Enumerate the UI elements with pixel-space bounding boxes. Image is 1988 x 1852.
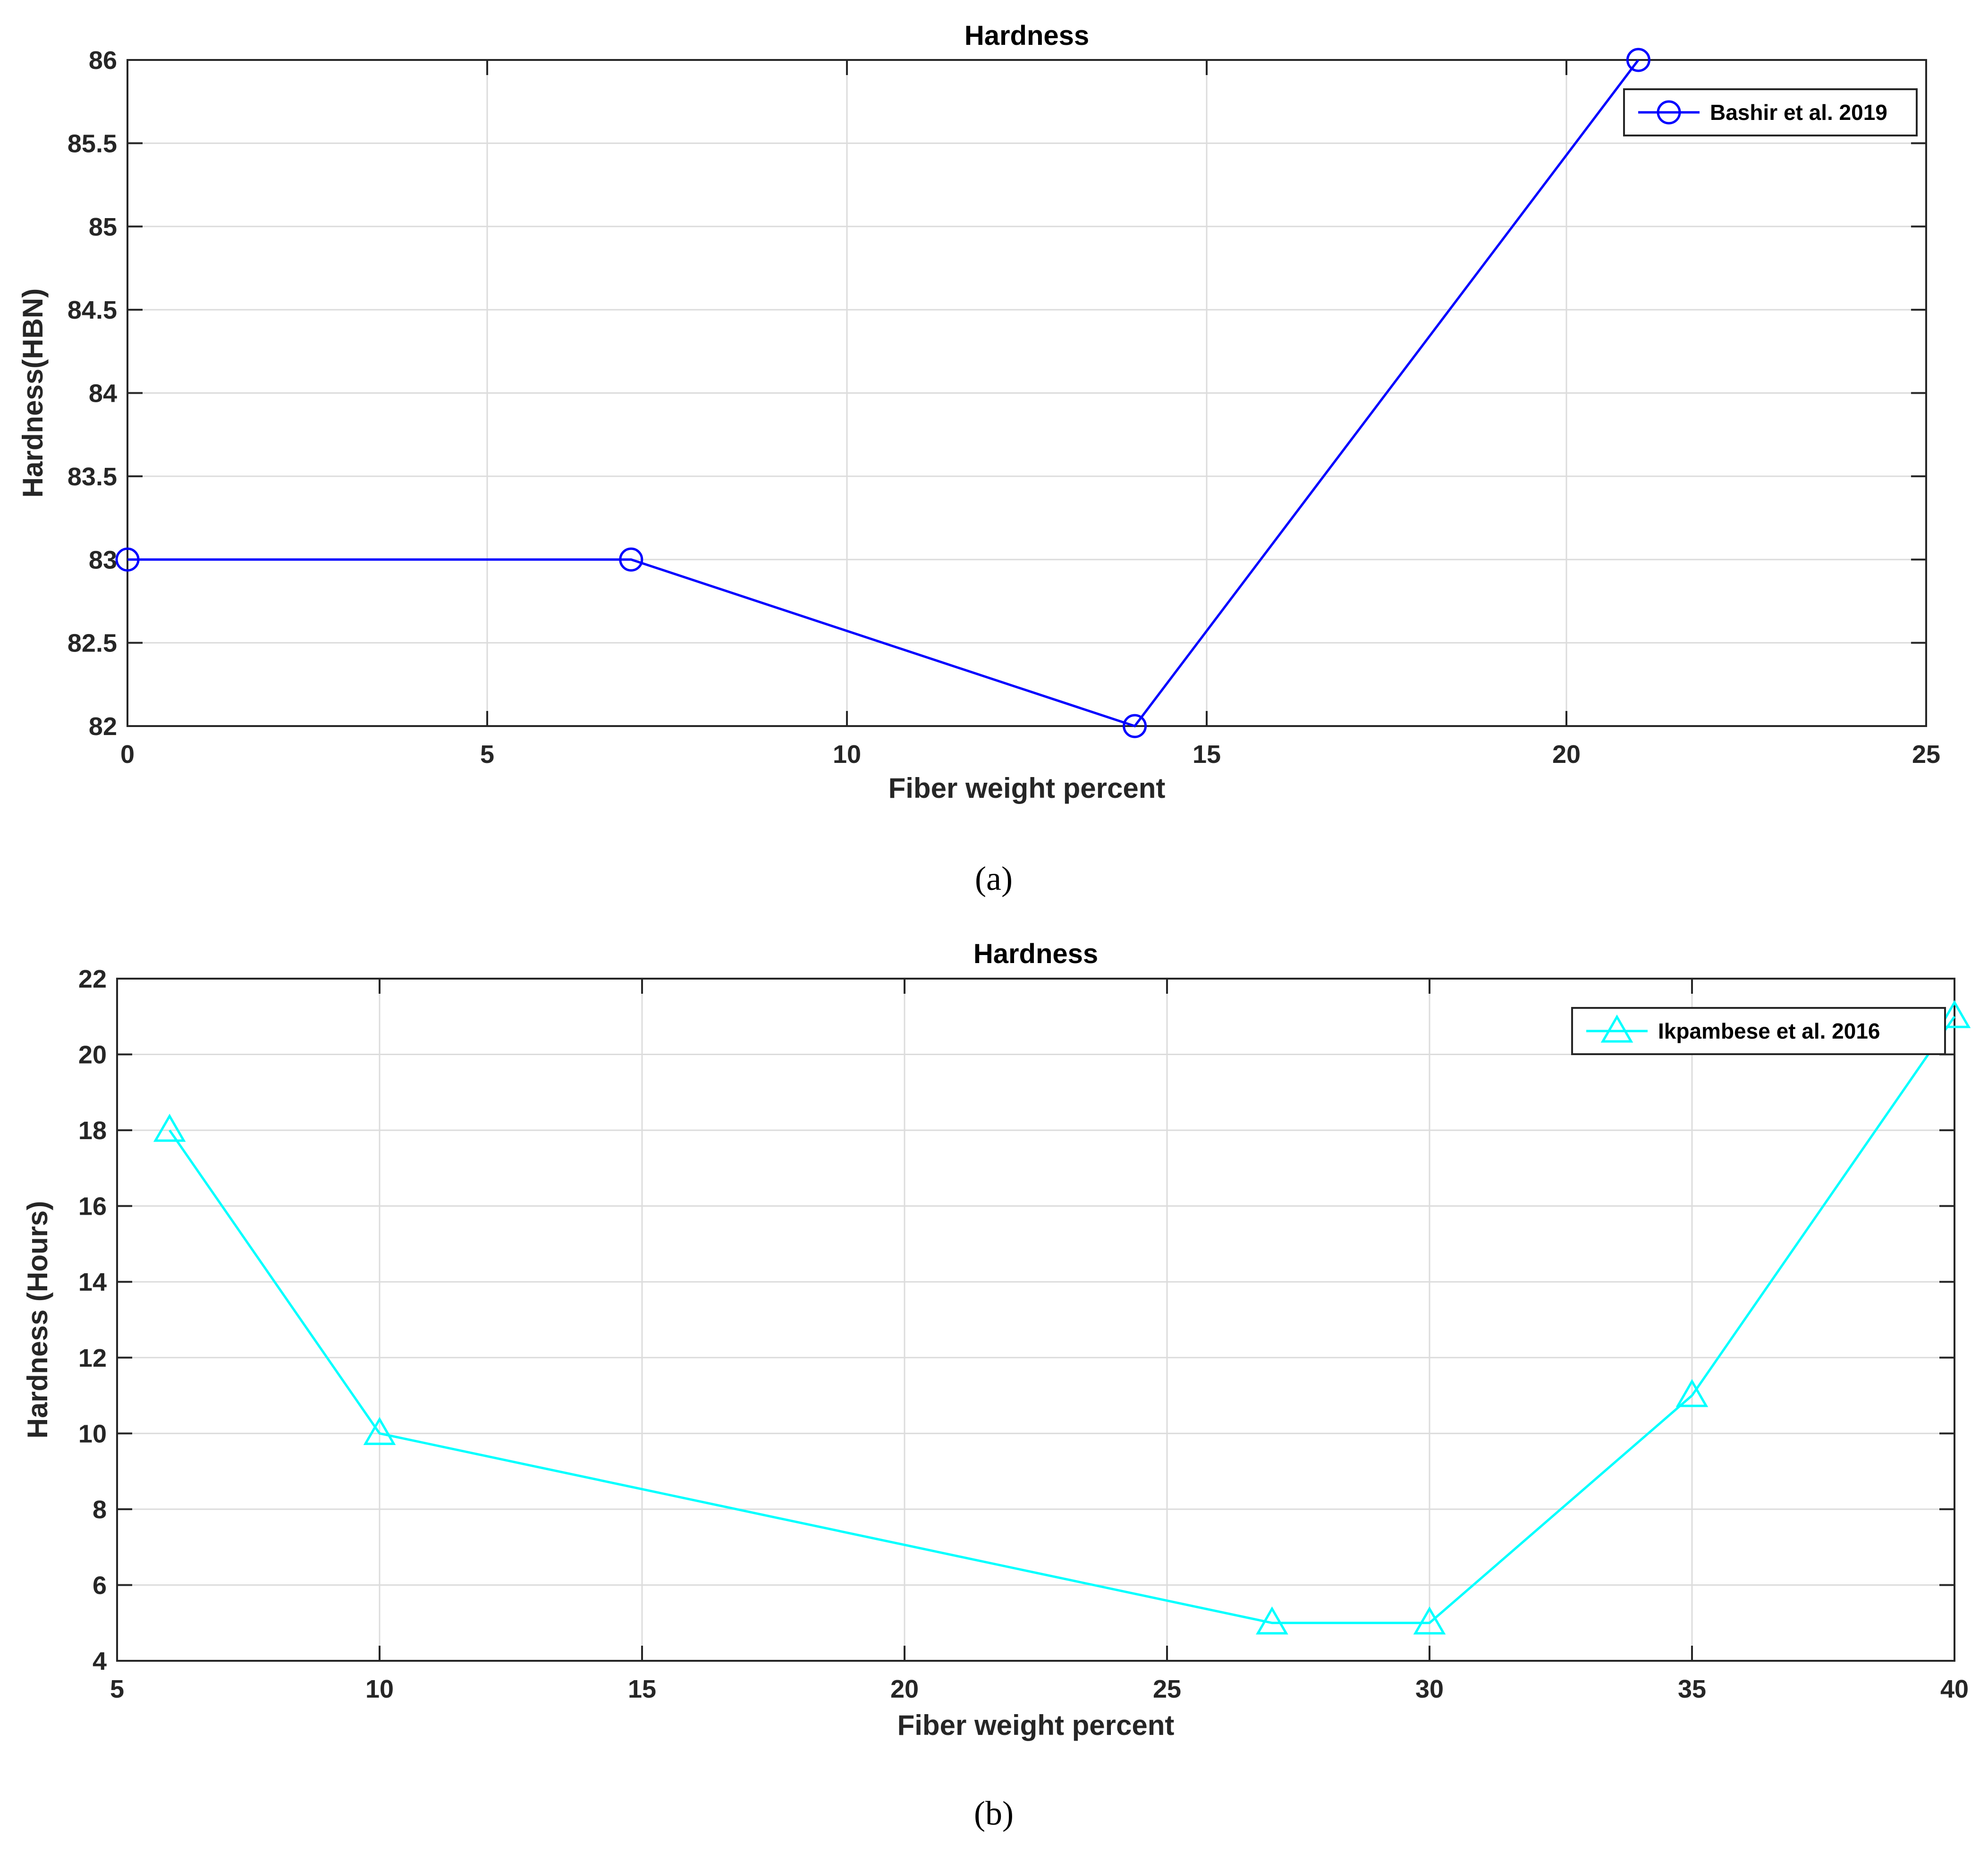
axes-frame — [127, 59, 1927, 727]
y-tick-label: 6 — [93, 1571, 107, 1599]
data-point — [115, 547, 140, 572]
y-tick-label: 86 — [89, 46, 117, 75]
y-tick-label: 18 — [78, 1116, 107, 1145]
hardness-chart-a: 0 5 10 15 20 25 82 82.5 83 83.5 84 84.5 85 85.5 86 Bash… — [17, 20, 1940, 897]
y-axis-label: Hardness (Hours) — [22, 1201, 53, 1438]
y-tick-label: 4 — [93, 1647, 107, 1675]
data-point — [153, 1114, 186, 1142]
figure-caption: (a) — [975, 860, 1013, 897]
data-point — [619, 547, 643, 572]
y-tick-label: 83.5 — [68, 463, 117, 491]
y-tick-label: 12 — [78, 1344, 107, 1372]
y-tick-label: 84.5 — [68, 296, 117, 324]
legend-marker — [1657, 100, 1681, 125]
x-tick-label: 5 — [480, 740, 494, 769]
x-tick-label: 10 — [365, 1675, 394, 1703]
plot-area — [117, 979, 1954, 1661]
x-tick-label: 15 — [1193, 740, 1221, 769]
y-tick-label: 16 — [78, 1192, 107, 1221]
y-tick-label: 84 — [89, 380, 117, 408]
x-tick-label: 10 — [833, 740, 861, 769]
x-axis-label: Fiber weight percent — [897, 1709, 1175, 1741]
x-tick-label: 15 — [628, 1675, 656, 1703]
legend-marker — [1600, 1014, 1633, 1043]
legend-label: Bashir et al. 2019 — [1710, 100, 1887, 125]
x-tick-label: 25 — [1912, 740, 1940, 769]
x-tick-label: 20 — [1552, 740, 1581, 769]
x-tick-label: 30 — [1415, 1675, 1444, 1703]
series-line — [127, 59, 1640, 727]
x-tick-label: 5 — [110, 1675, 124, 1703]
x-tick-label: 35 — [1678, 1675, 1706, 1703]
y-tick-label: 22 — [78, 965, 107, 993]
axes-frame — [116, 978, 1955, 1662]
x-tick-label: 20 — [890, 1675, 919, 1703]
data-point — [363, 1417, 396, 1445]
y-tick-label: 82 — [89, 712, 117, 741]
data-point — [1256, 1606, 1288, 1635]
chart-title: Hardness — [964, 20, 1089, 51]
series-line — [169, 1015, 1956, 1624]
data-point — [1123, 714, 1147, 738]
data-point — [1675, 1379, 1709, 1407]
x-axis-label: Fiber weight percent — [888, 772, 1166, 804]
x-tick-label: 0 — [120, 740, 135, 769]
x-tick-label: 25 — [1153, 1675, 1181, 1703]
figure-caption: (b) — [974, 1794, 1014, 1832]
y-tick-label: 8 — [93, 1496, 107, 1524]
legend-label: Ikpambese et al. 2016 — [1658, 1019, 1880, 1043]
y-tick-label: 10 — [78, 1420, 107, 1448]
y-axis-label: Hardness(HBN) — [17, 288, 49, 498]
y-tick-label: 20 — [78, 1041, 107, 1069]
data-point — [1626, 48, 1650, 72]
y-tick-label: 82.5 — [68, 629, 117, 658]
y-tick-label: 85 — [89, 213, 117, 241]
hardness-chart-b: 5 10 15 20 25 30 35 40 4 6 8 10 12 14 16 18 20 22 Ikpambes… — [22, 939, 1971, 1832]
data-point — [1938, 1000, 1971, 1028]
chart-title: Hardness — [973, 939, 1098, 969]
x-tick-label: 40 — [1940, 1675, 1969, 1703]
y-tick-label: 14 — [78, 1268, 107, 1296]
y-tick-label: 83 — [89, 546, 117, 574]
y-tick-label: 85.5 — [68, 129, 117, 158]
data-point — [1413, 1606, 1446, 1635]
